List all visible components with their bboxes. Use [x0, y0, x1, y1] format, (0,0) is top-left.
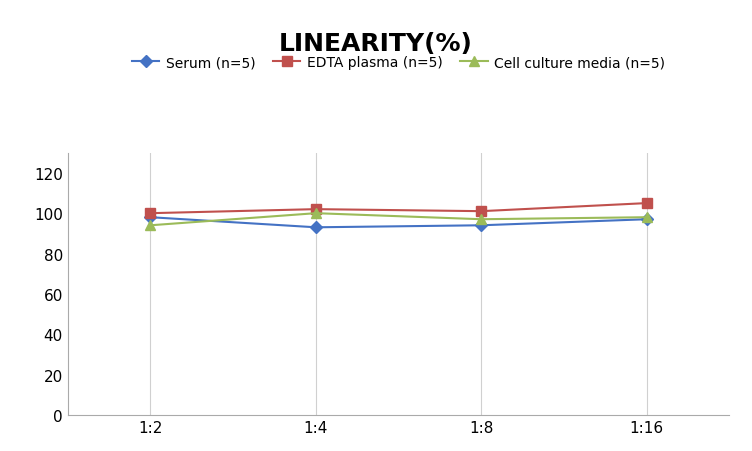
Cell culture media (n=5): [477, 217, 486, 222]
EDTA plasma (n=5): [146, 211, 155, 216]
EDTA plasma (n=5): [642, 201, 651, 207]
Legend: Serum (n=5), EDTA plasma (n=5), Cell culture media (n=5): Serum (n=5), EDTA plasma (n=5), Cell cul…: [126, 51, 671, 75]
Serum (n=5): [477, 223, 486, 229]
Line: Cell culture media (n=5): Cell culture media (n=5): [146, 209, 651, 230]
Serum (n=5): [311, 225, 320, 230]
Cell culture media (n=5): [146, 223, 155, 229]
EDTA plasma (n=5): [477, 209, 486, 214]
EDTA plasma (n=5): [311, 207, 320, 212]
Cell culture media (n=5): [642, 215, 651, 221]
Text: LINEARITY(%): LINEARITY(%): [279, 32, 473, 55]
Serum (n=5): [146, 215, 155, 221]
Line: EDTA plasma (n=5): EDTA plasma (n=5): [146, 199, 651, 219]
Line: Serum (n=5): Serum (n=5): [146, 214, 651, 232]
Cell culture media (n=5): [311, 211, 320, 216]
Serum (n=5): [642, 217, 651, 222]
